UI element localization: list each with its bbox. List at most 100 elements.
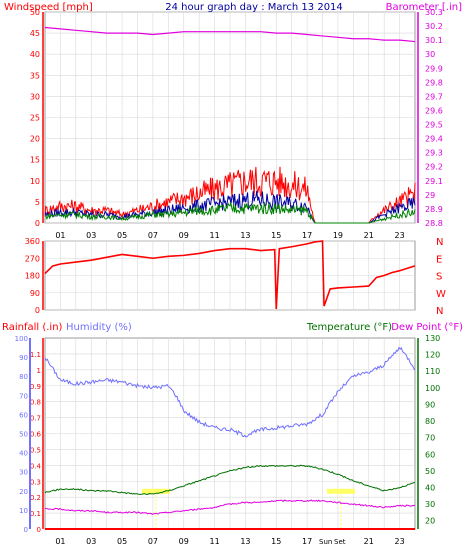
hour-tick-label: 15 bbox=[271, 537, 281, 546]
humidity-tick-label: 10 bbox=[19, 507, 28, 515]
barometer-tick-label: 29.6 bbox=[425, 106, 443, 115]
rainfall-axis-title: Rainfall (.in) bbox=[2, 322, 63, 333]
temperature-tick-label: 60 bbox=[425, 450, 435, 459]
hour-tick-label: 13 bbox=[240, 231, 250, 240]
hour-tick-label: 23 bbox=[394, 231, 404, 240]
hour-tick-label: 01 bbox=[55, 537, 65, 546]
compass-label: N bbox=[436, 306, 443, 317]
temperature-tick-label: 20 bbox=[425, 517, 435, 526]
temperature-tick-label: 120 bbox=[425, 351, 440, 360]
humidity-tick-label: 70 bbox=[19, 392, 28, 400]
humidity-tick-label: 20 bbox=[19, 488, 28, 496]
rainfall-tick-label: 1 bbox=[37, 367, 41, 375]
humidity-tick-label: 40 bbox=[19, 450, 28, 458]
axes: 0510152025303540455028.828.92929.129.229… bbox=[15, 8, 446, 546]
barometer-tick-label: 29.7 bbox=[425, 92, 443, 101]
wind-tick-label: 40 bbox=[30, 50, 40, 59]
sunrise-label: Sun bbox=[319, 538, 332, 546]
rainfall-tick-label: 1.1 bbox=[30, 351, 41, 359]
wind-tick-label: 45 bbox=[30, 29, 40, 38]
barometer-tick-label: 29 bbox=[425, 191, 435, 200]
hour-tick-label: 15 bbox=[271, 231, 281, 240]
temperature-series-line bbox=[44, 499, 416, 515]
rainfall-tick-label: 0.4 bbox=[30, 462, 42, 470]
hour-tick-label: 09 bbox=[179, 231, 189, 240]
dewpoint-axis-title: Dew Point (°F) bbox=[391, 322, 463, 333]
temperature-tick-label: 130 bbox=[425, 334, 440, 343]
direction-tick-label: 90 bbox=[30, 289, 40, 298]
direction-tick-label: 0 bbox=[35, 306, 40, 315]
wind-direction-line bbox=[44, 240, 416, 310]
rainfall-tick-label: 0.1 bbox=[30, 510, 41, 518]
humidity-tick-label: 60 bbox=[19, 411, 28, 419]
hour-tick-label: 07 bbox=[148, 537, 158, 546]
humidity-tick-label: 30 bbox=[19, 469, 28, 477]
wind-tick-label: 25 bbox=[30, 114, 40, 123]
direction-tick-label: 270 bbox=[25, 254, 40, 263]
sunset-label: Set bbox=[334, 538, 346, 546]
hour-tick-label: 17 bbox=[302, 231, 312, 240]
rainfall-tick-label: 0.5 bbox=[30, 446, 41, 454]
compass-label: E bbox=[436, 254, 442, 265]
wind-tick-label: 10 bbox=[30, 177, 40, 186]
temperature-series-line bbox=[44, 464, 416, 496]
temperature-tick-label: 90 bbox=[425, 400, 435, 409]
humidity-series-line bbox=[44, 346, 416, 438]
barometer-tick-label: 28.9 bbox=[425, 205, 443, 214]
humidity-tick-label: 100 bbox=[15, 335, 28, 343]
hour-tick-label: 23 bbox=[394, 537, 404, 546]
rainfall-tick-label: 0.3 bbox=[30, 478, 41, 486]
rainfall-tick-label: 0 bbox=[37, 526, 41, 534]
temperature-tick-label: 110 bbox=[425, 367, 440, 376]
barometer-tick-label: 30.3 bbox=[425, 8, 443, 17]
rainfall-tick-label: 0.6 bbox=[30, 431, 42, 439]
direction-tick-label: 180 bbox=[25, 272, 40, 281]
barometer-tick-label: 29.9 bbox=[425, 64, 443, 73]
hour-tick-label: 11 bbox=[209, 537, 219, 546]
barometer-tick-label: 28.8 bbox=[425, 219, 443, 228]
wind-series-line bbox=[44, 202, 416, 224]
hour-tick-label: 21 bbox=[364, 537, 374, 546]
hour-tick-label: 05 bbox=[117, 537, 127, 546]
sun-marker-band bbox=[327, 488, 355, 494]
hour-tick-label: 07 bbox=[148, 231, 158, 240]
barometer-tick-label: 30.2 bbox=[425, 22, 443, 31]
hour-tick-label: 19 bbox=[333, 231, 343, 240]
panel-2-grid bbox=[45, 240, 415, 311]
barometer-tick-label: 29.8 bbox=[425, 78, 443, 87]
hour-tick-label: 21 bbox=[364, 231, 374, 240]
sun-marker-band bbox=[142, 488, 170, 494]
barometer-axis-title: Barometer [.in] bbox=[386, 2, 462, 13]
humidity-tick-label: 80 bbox=[19, 373, 28, 381]
hour-tick-label: 17 bbox=[302, 537, 312, 546]
barometer-line bbox=[44, 26, 416, 43]
panel-3-series bbox=[44, 346, 416, 530]
compass-label: S bbox=[436, 272, 442, 283]
wind-tick-label: 5 bbox=[35, 198, 40, 207]
barometer-tick-label: 29.1 bbox=[425, 177, 443, 186]
panel-1-grid bbox=[45, 11, 415, 224]
wind-tick-label: 35 bbox=[30, 71, 40, 80]
temperature-tick-label: 30 bbox=[425, 500, 435, 509]
wind-tick-label: 50 bbox=[30, 8, 40, 17]
wind-tick-label: 30 bbox=[30, 92, 40, 101]
temperature-tick-label: 100 bbox=[425, 384, 440, 393]
rainfall-tick-label: 0.7 bbox=[30, 415, 41, 423]
temperature-axis-title: Temperature (°F) bbox=[306, 322, 392, 333]
barometer-tick-label: 30.1 bbox=[425, 36, 443, 45]
hour-tick-label: 11 bbox=[209, 231, 219, 240]
compass-label: N bbox=[436, 237, 443, 248]
chart-title: 24 hour graph day : March 13 2014 bbox=[165, 2, 343, 13]
hour-tick-label: 03 bbox=[86, 537, 96, 546]
windspeed-axis-title: Windspeed [mph] bbox=[4, 2, 93, 13]
barometer-tick-label: 30 bbox=[425, 50, 435, 59]
hour-tick-label: 05 bbox=[117, 231, 127, 240]
wind-tick-label: 0 bbox=[35, 219, 40, 228]
rainfall-tick-label: 0.2 bbox=[30, 494, 41, 502]
hour-tick-label: 09 bbox=[179, 537, 189, 546]
hour-tick-label: 01 bbox=[55, 231, 65, 240]
wind-tick-label: 15 bbox=[30, 156, 40, 165]
rainfall-tick-label: 0.9 bbox=[30, 383, 41, 391]
humidity-tick-label: 50 bbox=[19, 431, 28, 439]
temperature-tick-label: 80 bbox=[425, 417, 435, 426]
